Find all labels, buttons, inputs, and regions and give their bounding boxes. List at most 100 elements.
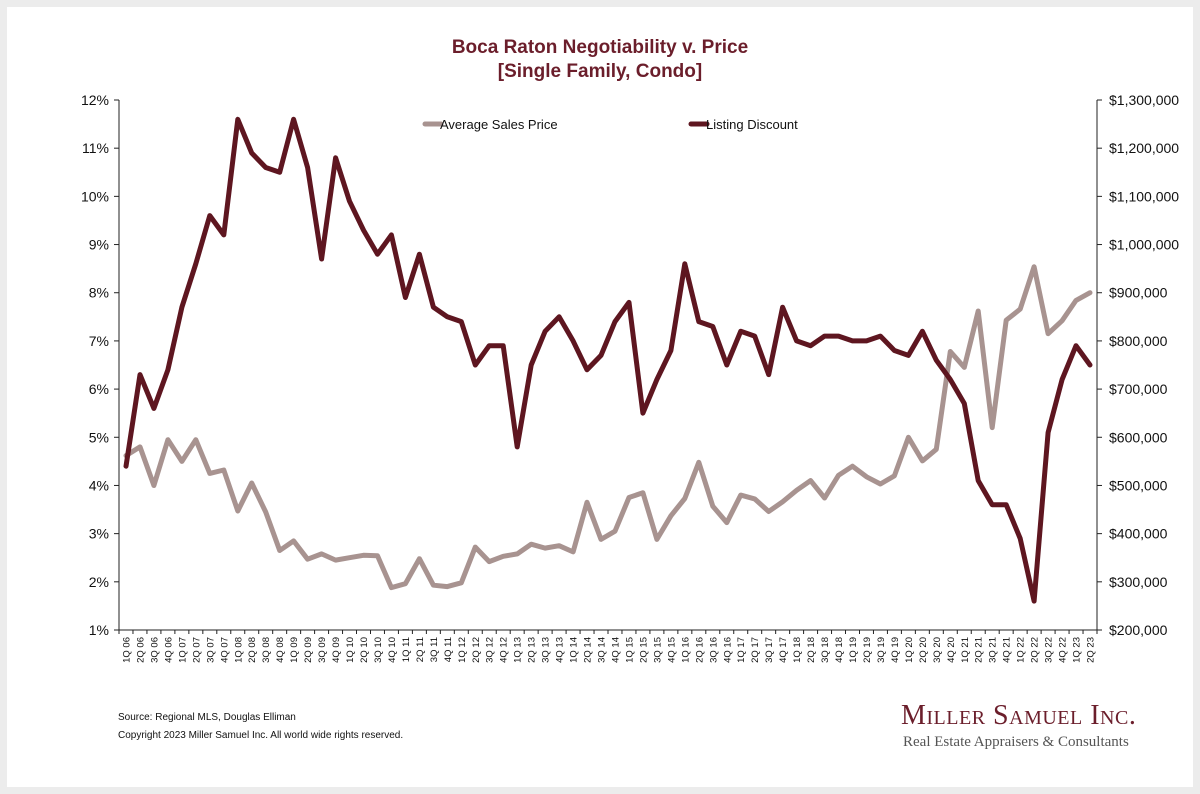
- brand-tagline: Real Estate Appraisers & Consultants: [903, 734, 1129, 750]
- x-tick-label: 2Q 21: [974, 637, 985, 663]
- x-tick-label: 2Q 09: [303, 637, 314, 663]
- x-tick-label: 1Q 06: [121, 637, 132, 663]
- y-right-tick-label: $800,000: [1109, 333, 1168, 349]
- x-tick-label: 4Q 10: [387, 637, 398, 663]
- x-tick-label: 4Q 12: [499, 637, 510, 663]
- y-right-tick-label: $1,000,000: [1109, 237, 1179, 253]
- x-tick-label: 2Q 20: [918, 637, 929, 663]
- x-tick-label: 3Q 21: [988, 637, 999, 663]
- x-tick-label: 1Q 12: [457, 637, 468, 663]
- x-tick-label: 4Q 06: [163, 637, 174, 663]
- legend-label: Average Sales Price: [440, 117, 558, 132]
- x-tick-label: 3Q 09: [317, 637, 328, 663]
- y-left-tick-label: 3%: [89, 526, 109, 542]
- x-tick-label: 2Q 10: [359, 637, 370, 663]
- x-tick-label: 4Q 19: [890, 637, 901, 663]
- x-tick-label: 1Q 07: [177, 637, 188, 663]
- y-left-tick-label: 12%: [81, 92, 109, 108]
- x-tick-label: 3Q 22: [1044, 637, 1055, 663]
- y-left-tick-label: 9%: [89, 237, 109, 253]
- x-tick-label: 4Q 15: [666, 637, 677, 663]
- y-right-tick-label: $200,000: [1109, 622, 1168, 638]
- x-tick-label: 3Q 18: [820, 637, 831, 663]
- y-right-tick-label: $700,000: [1109, 381, 1168, 397]
- y-right-tick-label: $600,000: [1109, 429, 1168, 445]
- x-tick-label: 2Q 16: [694, 637, 705, 663]
- x-tick-label: 1Q 23: [1072, 637, 1083, 663]
- x-tick-label: 3Q 19: [876, 637, 887, 663]
- x-tick-label: 3Q 13: [541, 637, 552, 663]
- legend-label: Listing Discount: [706, 117, 798, 132]
- x-tick-label: 2Q 18: [806, 637, 817, 663]
- x-tick-label: 2Q 14: [583, 637, 594, 663]
- x-tick-label: 3Q 17: [764, 637, 775, 663]
- y-right-tick-label: $400,000: [1109, 526, 1168, 542]
- x-tick-label: 2Q 15: [638, 637, 649, 663]
- y-left-tick-label: 1%: [89, 622, 109, 638]
- x-tick-label: 4Q 11: [443, 637, 454, 662]
- source-note: Source: Regional MLS, Douglas Elliman: [118, 712, 296, 723]
- y-right-tick-label: $1,100,000: [1109, 188, 1179, 204]
- x-tick-label: 1Q 17: [736, 637, 747, 663]
- x-tick-label: 4Q 20: [946, 637, 957, 663]
- x-tick-label: 4Q 07: [219, 637, 230, 663]
- y-right-tick-label: $500,000: [1109, 477, 1168, 493]
- y-left-tick-label: 5%: [89, 429, 109, 445]
- x-tick-label: 1Q 18: [792, 637, 803, 663]
- x-tick-label: 3Q 15: [652, 637, 663, 663]
- x-tick-label: 2Q 08: [247, 637, 258, 663]
- x-tick-label: 4Q 16: [722, 637, 733, 663]
- x-tick-label: 1Q 20: [904, 637, 915, 663]
- x-tick-label: 4Q 18: [834, 637, 845, 663]
- x-tick-label: 2Q 11: [415, 637, 426, 662]
- brand-logo-text: Miller Samuel Inc.: [901, 700, 1137, 731]
- y-left-tick-label: 11%: [82, 140, 109, 156]
- x-tick-label: 2Q 23: [1086, 637, 1097, 663]
- y-left-tick-label: 8%: [89, 285, 109, 301]
- x-tick-label: 4Q 17: [778, 637, 789, 663]
- y-left-tick-label: 10%: [81, 188, 109, 204]
- y-right-tick-label: $1,200,000: [1109, 140, 1179, 156]
- copyright-note: Copyright 2023 Miller Samuel Inc. All wo…: [118, 730, 404, 741]
- x-tick-label: 4Q 08: [275, 637, 286, 663]
- x-tick-label: 2Q 22: [1030, 637, 1041, 663]
- x-tick-label: 3Q 08: [261, 637, 272, 663]
- x-tick-label: 1Q 16: [680, 637, 691, 663]
- chart-subtitle: [Single Family, Condo]: [497, 61, 703, 82]
- x-tick-label: 1Q 13: [513, 637, 524, 663]
- y-right-tick-label: $900,000: [1109, 285, 1168, 301]
- x-tick-label: 2Q 12: [471, 637, 482, 663]
- x-tick-label: 1Q 11: [401, 637, 412, 662]
- x-tick-label: 4Q 21: [1002, 637, 1013, 663]
- x-tick-label: 3Q 14: [597, 637, 608, 663]
- x-tick-label: 2Q 17: [750, 637, 761, 663]
- y-left-tick-label: 2%: [89, 574, 109, 590]
- x-tick-label: 4Q 22: [1058, 637, 1069, 663]
- x-tick-label: 2Q 19: [862, 637, 873, 663]
- x-tick-label: 1Q 22: [1016, 637, 1027, 663]
- x-tick-label: 3Q 20: [932, 637, 943, 663]
- x-tick-label: 1Q 10: [345, 637, 356, 663]
- x-tick-label: 3Q 16: [708, 637, 719, 663]
- x-tick-label: 4Q 13: [555, 637, 566, 663]
- x-tick-label: 2Q 06: [135, 637, 146, 663]
- x-tick-label: 1Q 14: [569, 637, 580, 663]
- x-tick-label: 1Q 09: [289, 637, 300, 663]
- x-tick-label: 4Q 09: [331, 637, 342, 663]
- x-tick-label: 3Q 07: [205, 637, 216, 663]
- y-right-tick-label: $300,000: [1109, 574, 1168, 590]
- x-tick-label: 1Q 19: [848, 637, 859, 663]
- y-right-tick-label: $1,300,000: [1109, 92, 1179, 108]
- x-tick-label: 2Q 07: [191, 637, 202, 663]
- y-left-tick-label: 4%: [89, 477, 109, 493]
- average-sales-price-line: [123, 264, 1093, 591]
- x-tick-label: 3Q 12: [485, 637, 496, 663]
- y-left-tick-label: 6%: [89, 381, 109, 397]
- chart-title: Boca Raton Negotiability v. Price: [451, 37, 749, 58]
- x-tick-label: 3Q 10: [373, 637, 384, 663]
- listing-discount-line: [123, 116, 1093, 604]
- y-left-tick-label: 7%: [89, 333, 109, 349]
- x-tick-label: 2Q 13: [527, 637, 538, 663]
- x-tick-label: 3Q 11: [429, 637, 440, 662]
